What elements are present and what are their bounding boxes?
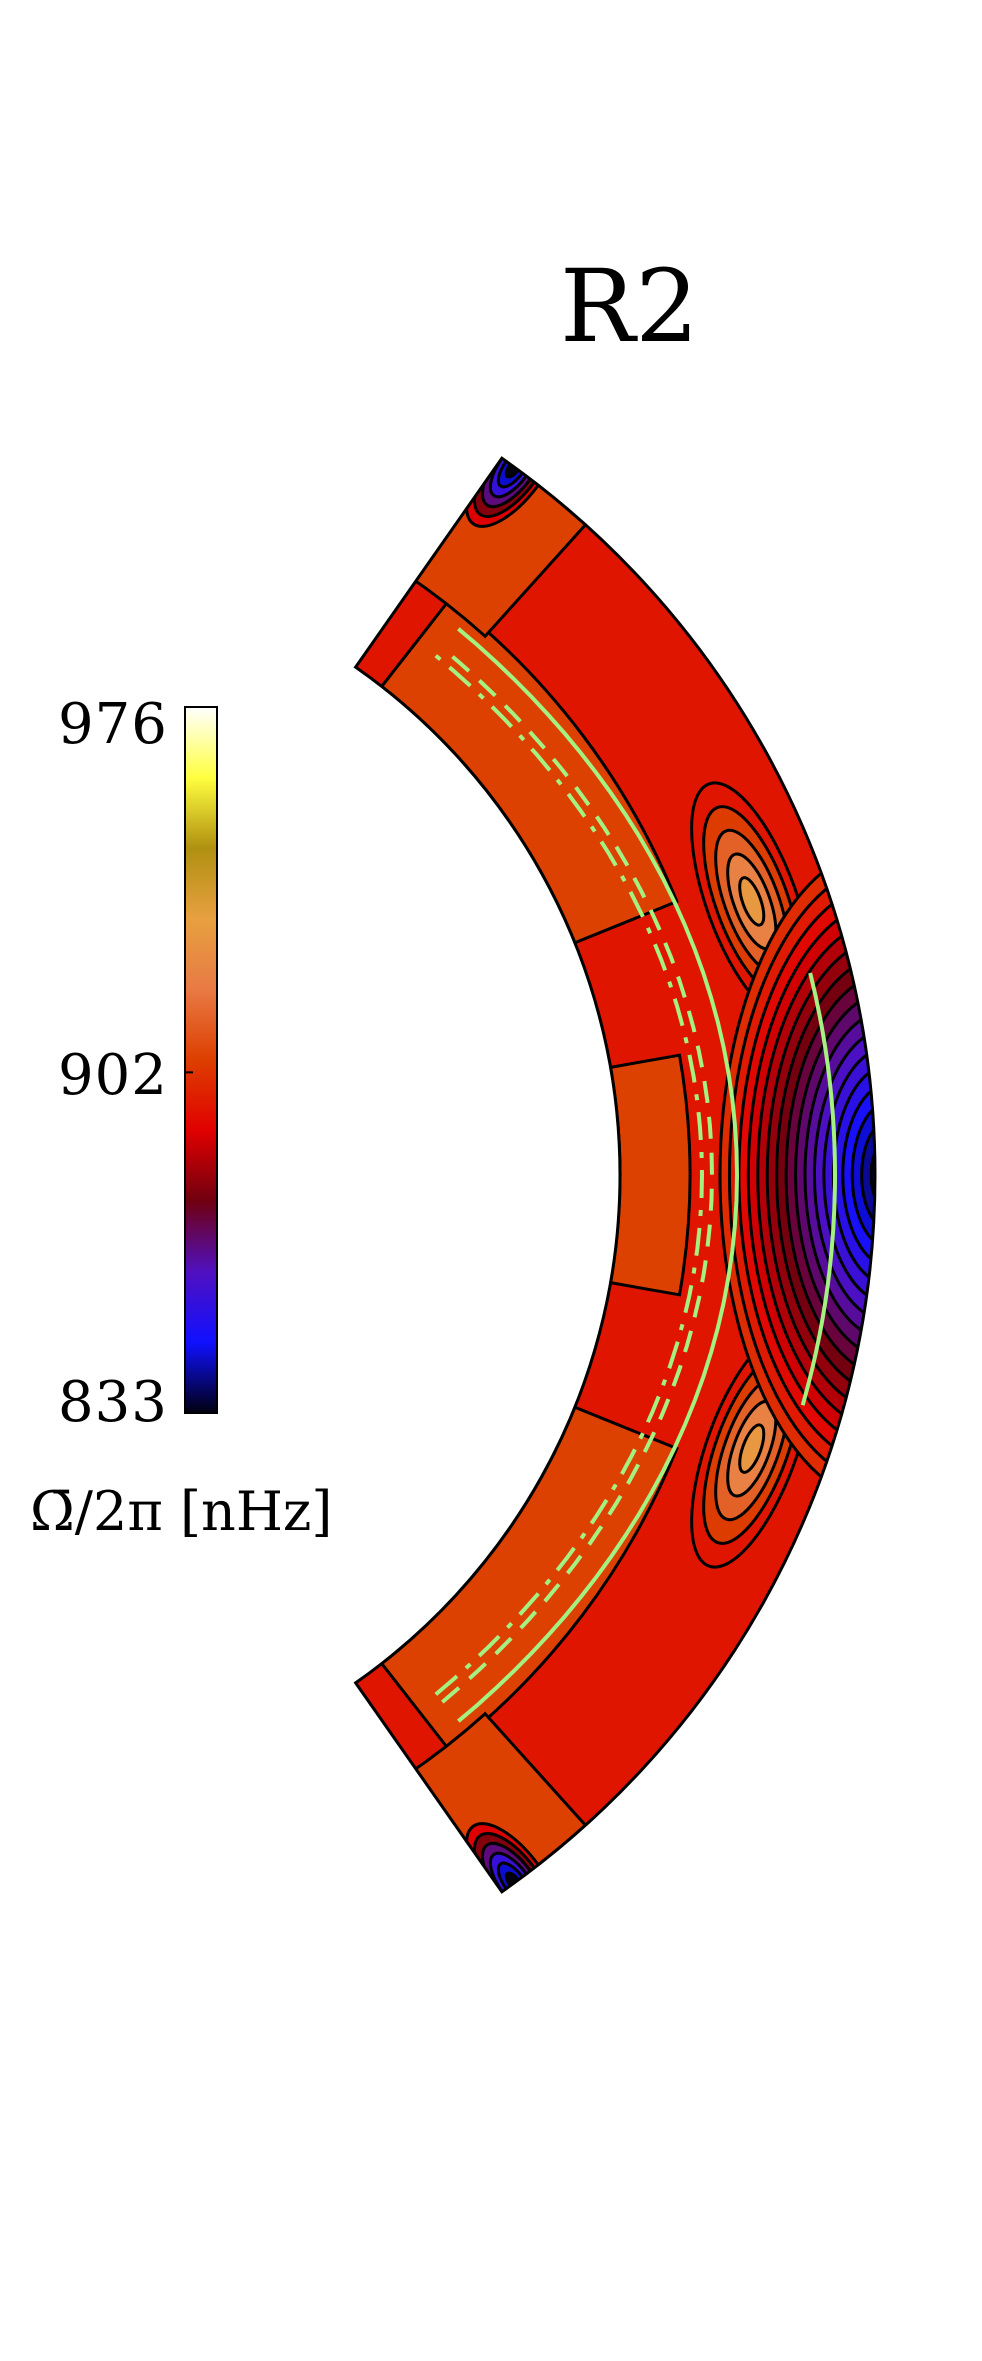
shell-fill — [355, 458, 900, 1892]
colorbar-tick-max: 976 — [58, 692, 168, 757]
colorbar-label: Ω̄/2π [nHz] — [30, 1480, 333, 1543]
north-maximum-contour — [738, 876, 766, 927]
overlay-lines — [434, 627, 837, 1723]
overlay-line-solid — [457, 627, 740, 1723]
colorbar — [184, 706, 218, 1414]
colorbar-ticks — [185, 706, 193, 1414]
region-band-equator — [608, 1053, 692, 1297]
overlay-line-dashed — [440, 646, 715, 1704]
colorbar-tick-mid: 902 — [58, 1043, 168, 1108]
equatorial-minimum-contour — [869, 1136, 875, 1214]
overlay-line-dashdot — [434, 654, 705, 1696]
colorbar-tick-min: 833 — [58, 1370, 168, 1435]
shell-contours — [355, 458, 900, 1892]
equatorial-minimum-contour — [860, 1118, 875, 1232]
overlay-line-equator-arc — [800, 972, 837, 1406]
shell-outline — [353, 456, 877, 1894]
panel-label: R2 — [560, 248, 699, 365]
equatorial-minimum-contour — [881, 1157, 900, 1194]
south-maximum-contour — [738, 1423, 766, 1474]
